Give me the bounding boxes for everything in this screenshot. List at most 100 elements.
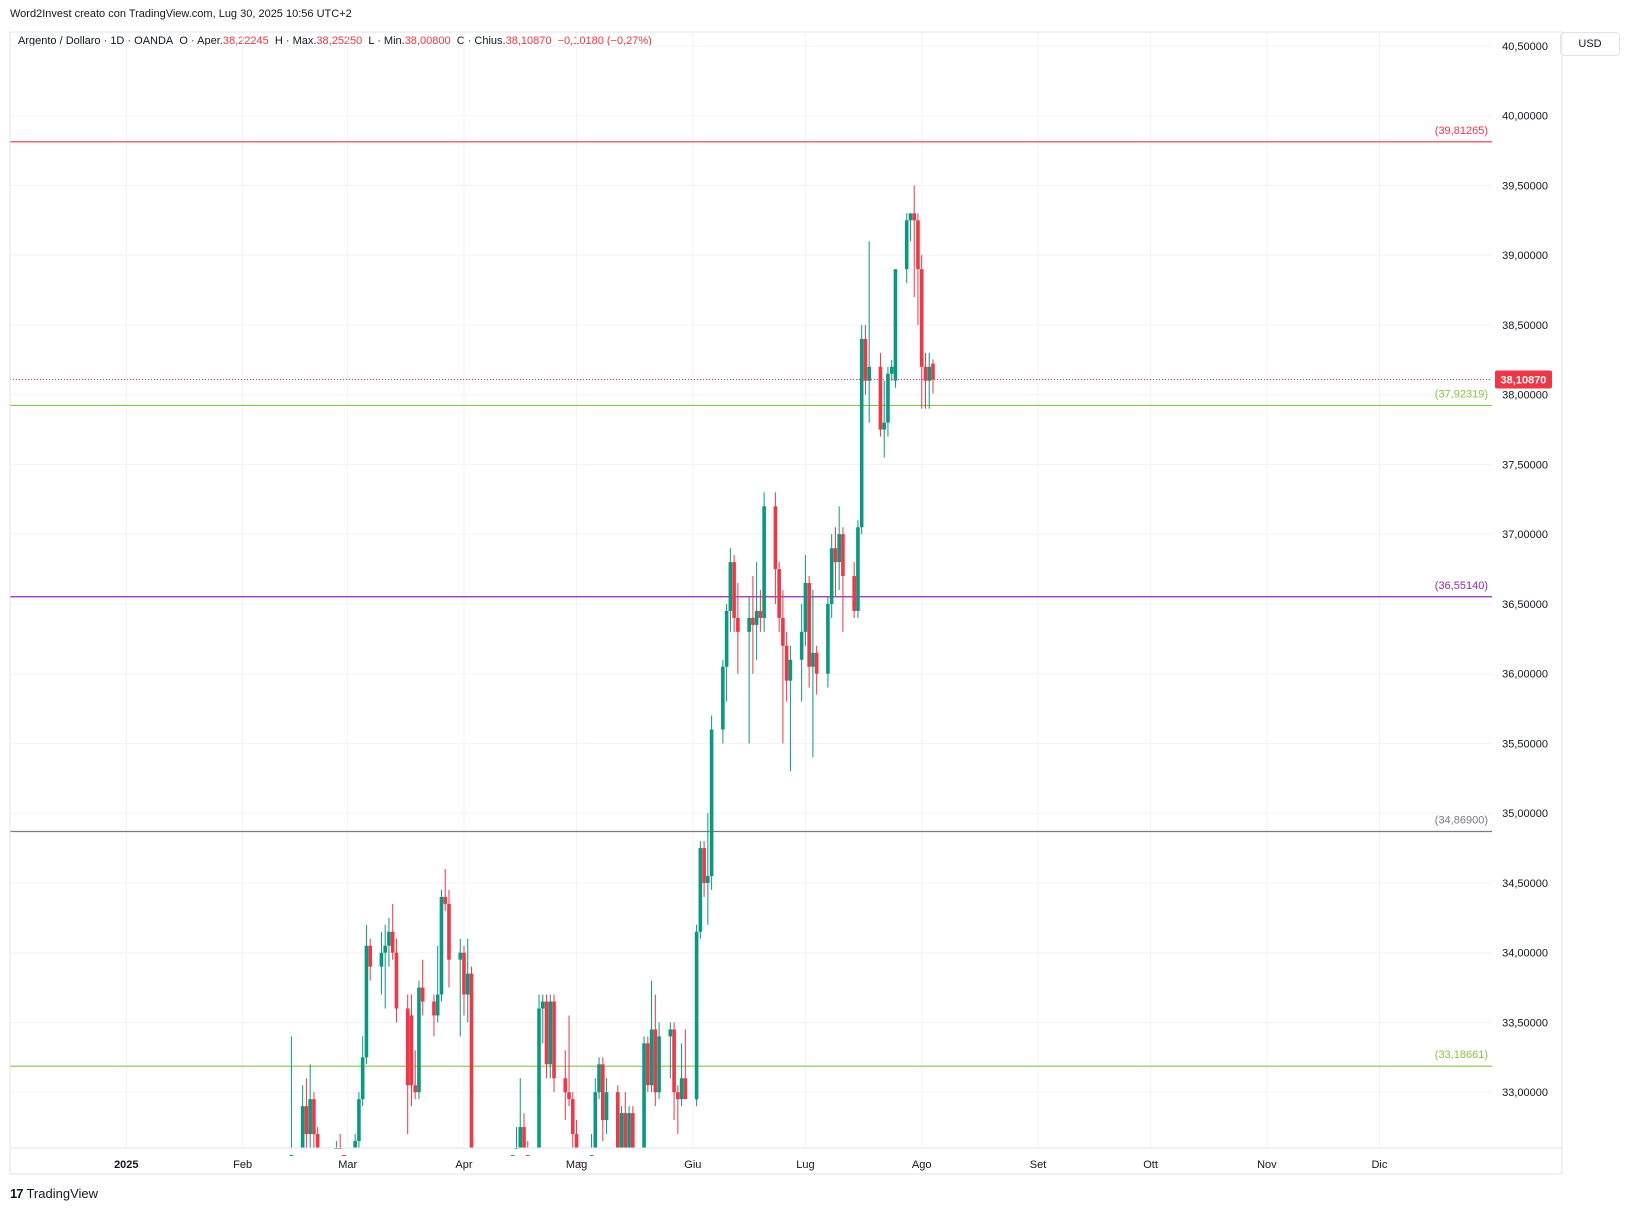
candle bbox=[904, 213, 909, 284]
candle bbox=[649, 980, 654, 1093]
candle-body bbox=[342, 1154, 346, 1156]
last-price-line: 38,10870 bbox=[10, 370, 1552, 389]
candle bbox=[781, 590, 785, 744]
symbol-legend: Argento / Dollaro · 1D · OANDA O · Aper.… bbox=[18, 35, 652, 47]
price-tick-label: 35,00000 bbox=[1502, 808, 1548, 820]
candle-body bbox=[683, 1078, 688, 1100]
candle-body bbox=[548, 1001, 553, 1065]
candle-body bbox=[878, 366, 883, 430]
candle-body bbox=[304, 1106, 309, 1135]
candle-body bbox=[751, 617, 755, 625]
candle-body bbox=[604, 1092, 609, 1121]
price-tick-label: 36,50000 bbox=[1502, 599, 1548, 611]
candle-body bbox=[833, 548, 838, 563]
candle bbox=[912, 185, 917, 298]
candle-body bbox=[841, 534, 845, 577]
price-tick-label: 39,00000 bbox=[1502, 250, 1548, 262]
candle-body bbox=[390, 931, 395, 953]
candle bbox=[619, 1106, 624, 1148]
candle-body bbox=[709, 729, 714, 876]
candle bbox=[773, 492, 778, 604]
candle-body bbox=[597, 1064, 601, 1093]
candle-body bbox=[417, 987, 421, 1093]
candle-body bbox=[465, 973, 470, 995]
candle bbox=[574, 1120, 579, 1148]
candle-body bbox=[312, 1099, 316, 1135]
candle-body bbox=[811, 652, 815, 667]
candle bbox=[315, 1127, 320, 1148]
candle bbox=[616, 1085, 620, 1148]
candle bbox=[390, 903, 395, 960]
tradingview-logo[interactable]: 17 TradingView bbox=[10, 1186, 98, 1201]
candle-body bbox=[672, 1029, 676, 1093]
candle-body bbox=[908, 213, 913, 221]
candle bbox=[751, 576, 755, 674]
open-value: 38,22245 bbox=[222, 35, 269, 47]
candle bbox=[443, 869, 448, 911]
candle bbox=[758, 590, 763, 632]
level-line-label: (33,18661) bbox=[1435, 1049, 1488, 1061]
candle bbox=[435, 945, 440, 1023]
candle bbox=[379, 931, 384, 995]
candle bbox=[589, 1134, 594, 1156]
last-price-tag-label: 38,10870 bbox=[1501, 375, 1547, 387]
candle-body bbox=[627, 1113, 631, 1148]
candle bbox=[300, 1085, 305, 1148]
candle bbox=[683, 1029, 688, 1100]
time-tick-label: Apr bbox=[455, 1159, 472, 1171]
candle bbox=[653, 994, 658, 1107]
candle-body bbox=[893, 269, 898, 381]
candle bbox=[672, 1022, 676, 1121]
candle-body bbox=[736, 617, 740, 632]
candle-body bbox=[443, 896, 448, 904]
symbol-name[interactable]: Argento / Dollaro · 1D · OANDA bbox=[18, 35, 174, 47]
candle bbox=[597, 1057, 601, 1100]
candle-body bbox=[826, 603, 830, 674]
currency-button[interactable]: USD bbox=[1560, 32, 1620, 56]
candle-body bbox=[387, 931, 391, 946]
close-value: 38,10870 bbox=[505, 35, 552, 47]
candle-body bbox=[522, 1127, 526, 1148]
candle-body bbox=[882, 422, 886, 430]
candle-body bbox=[852, 576, 856, 611]
candle bbox=[676, 1085, 680, 1135]
candle bbox=[364, 924, 369, 1065]
candle-body bbox=[916, 220, 920, 270]
candle-body bbox=[432, 1001, 436, 1016]
change-value: −0,10180 (−0,27%) bbox=[557, 35, 652, 47]
candle bbox=[360, 1036, 365, 1107]
candle-body bbox=[469, 973, 474, 1148]
candle bbox=[312, 1092, 316, 1148]
candle bbox=[462, 945, 466, 1016]
candle-body bbox=[447, 903, 451, 960]
candle-body bbox=[368, 945, 372, 967]
candle-body bbox=[552, 1001, 556, 1079]
candle-body bbox=[724, 610, 729, 667]
candle-body bbox=[413, 1085, 418, 1093]
candle bbox=[540, 994, 545, 1044]
candle bbox=[563, 1050, 568, 1121]
candle bbox=[642, 1036, 646, 1148]
candle-body bbox=[525, 1154, 530, 1156]
candle-body bbox=[762, 506, 766, 618]
candle bbox=[631, 1106, 635, 1148]
candle bbox=[623, 1092, 628, 1148]
candle bbox=[736, 583, 740, 674]
level-line-label: (39,81265) bbox=[1435, 125, 1488, 137]
candle bbox=[893, 269, 898, 388]
time-tick-label: Ago bbox=[912, 1159, 932, 1171]
candle bbox=[578, 1161, 583, 1163]
price-tick-label: 34,00000 bbox=[1502, 948, 1548, 960]
low-label: L · Min. bbox=[368, 35, 405, 47]
time-tick-label: Giu bbox=[684, 1159, 701, 1171]
candle bbox=[799, 603, 804, 702]
level-line-label: (34,86900) bbox=[1435, 814, 1488, 826]
candle-body bbox=[646, 1043, 650, 1086]
level-line-label: (37,92319) bbox=[1435, 388, 1488, 400]
candle-body bbox=[308, 1099, 312, 1135]
price-tick-label: 35,50000 bbox=[1502, 738, 1548, 750]
chart-grid bbox=[10, 32, 1492, 1148]
candle bbox=[833, 527, 838, 597]
candle-body bbox=[867, 366, 871, 381]
